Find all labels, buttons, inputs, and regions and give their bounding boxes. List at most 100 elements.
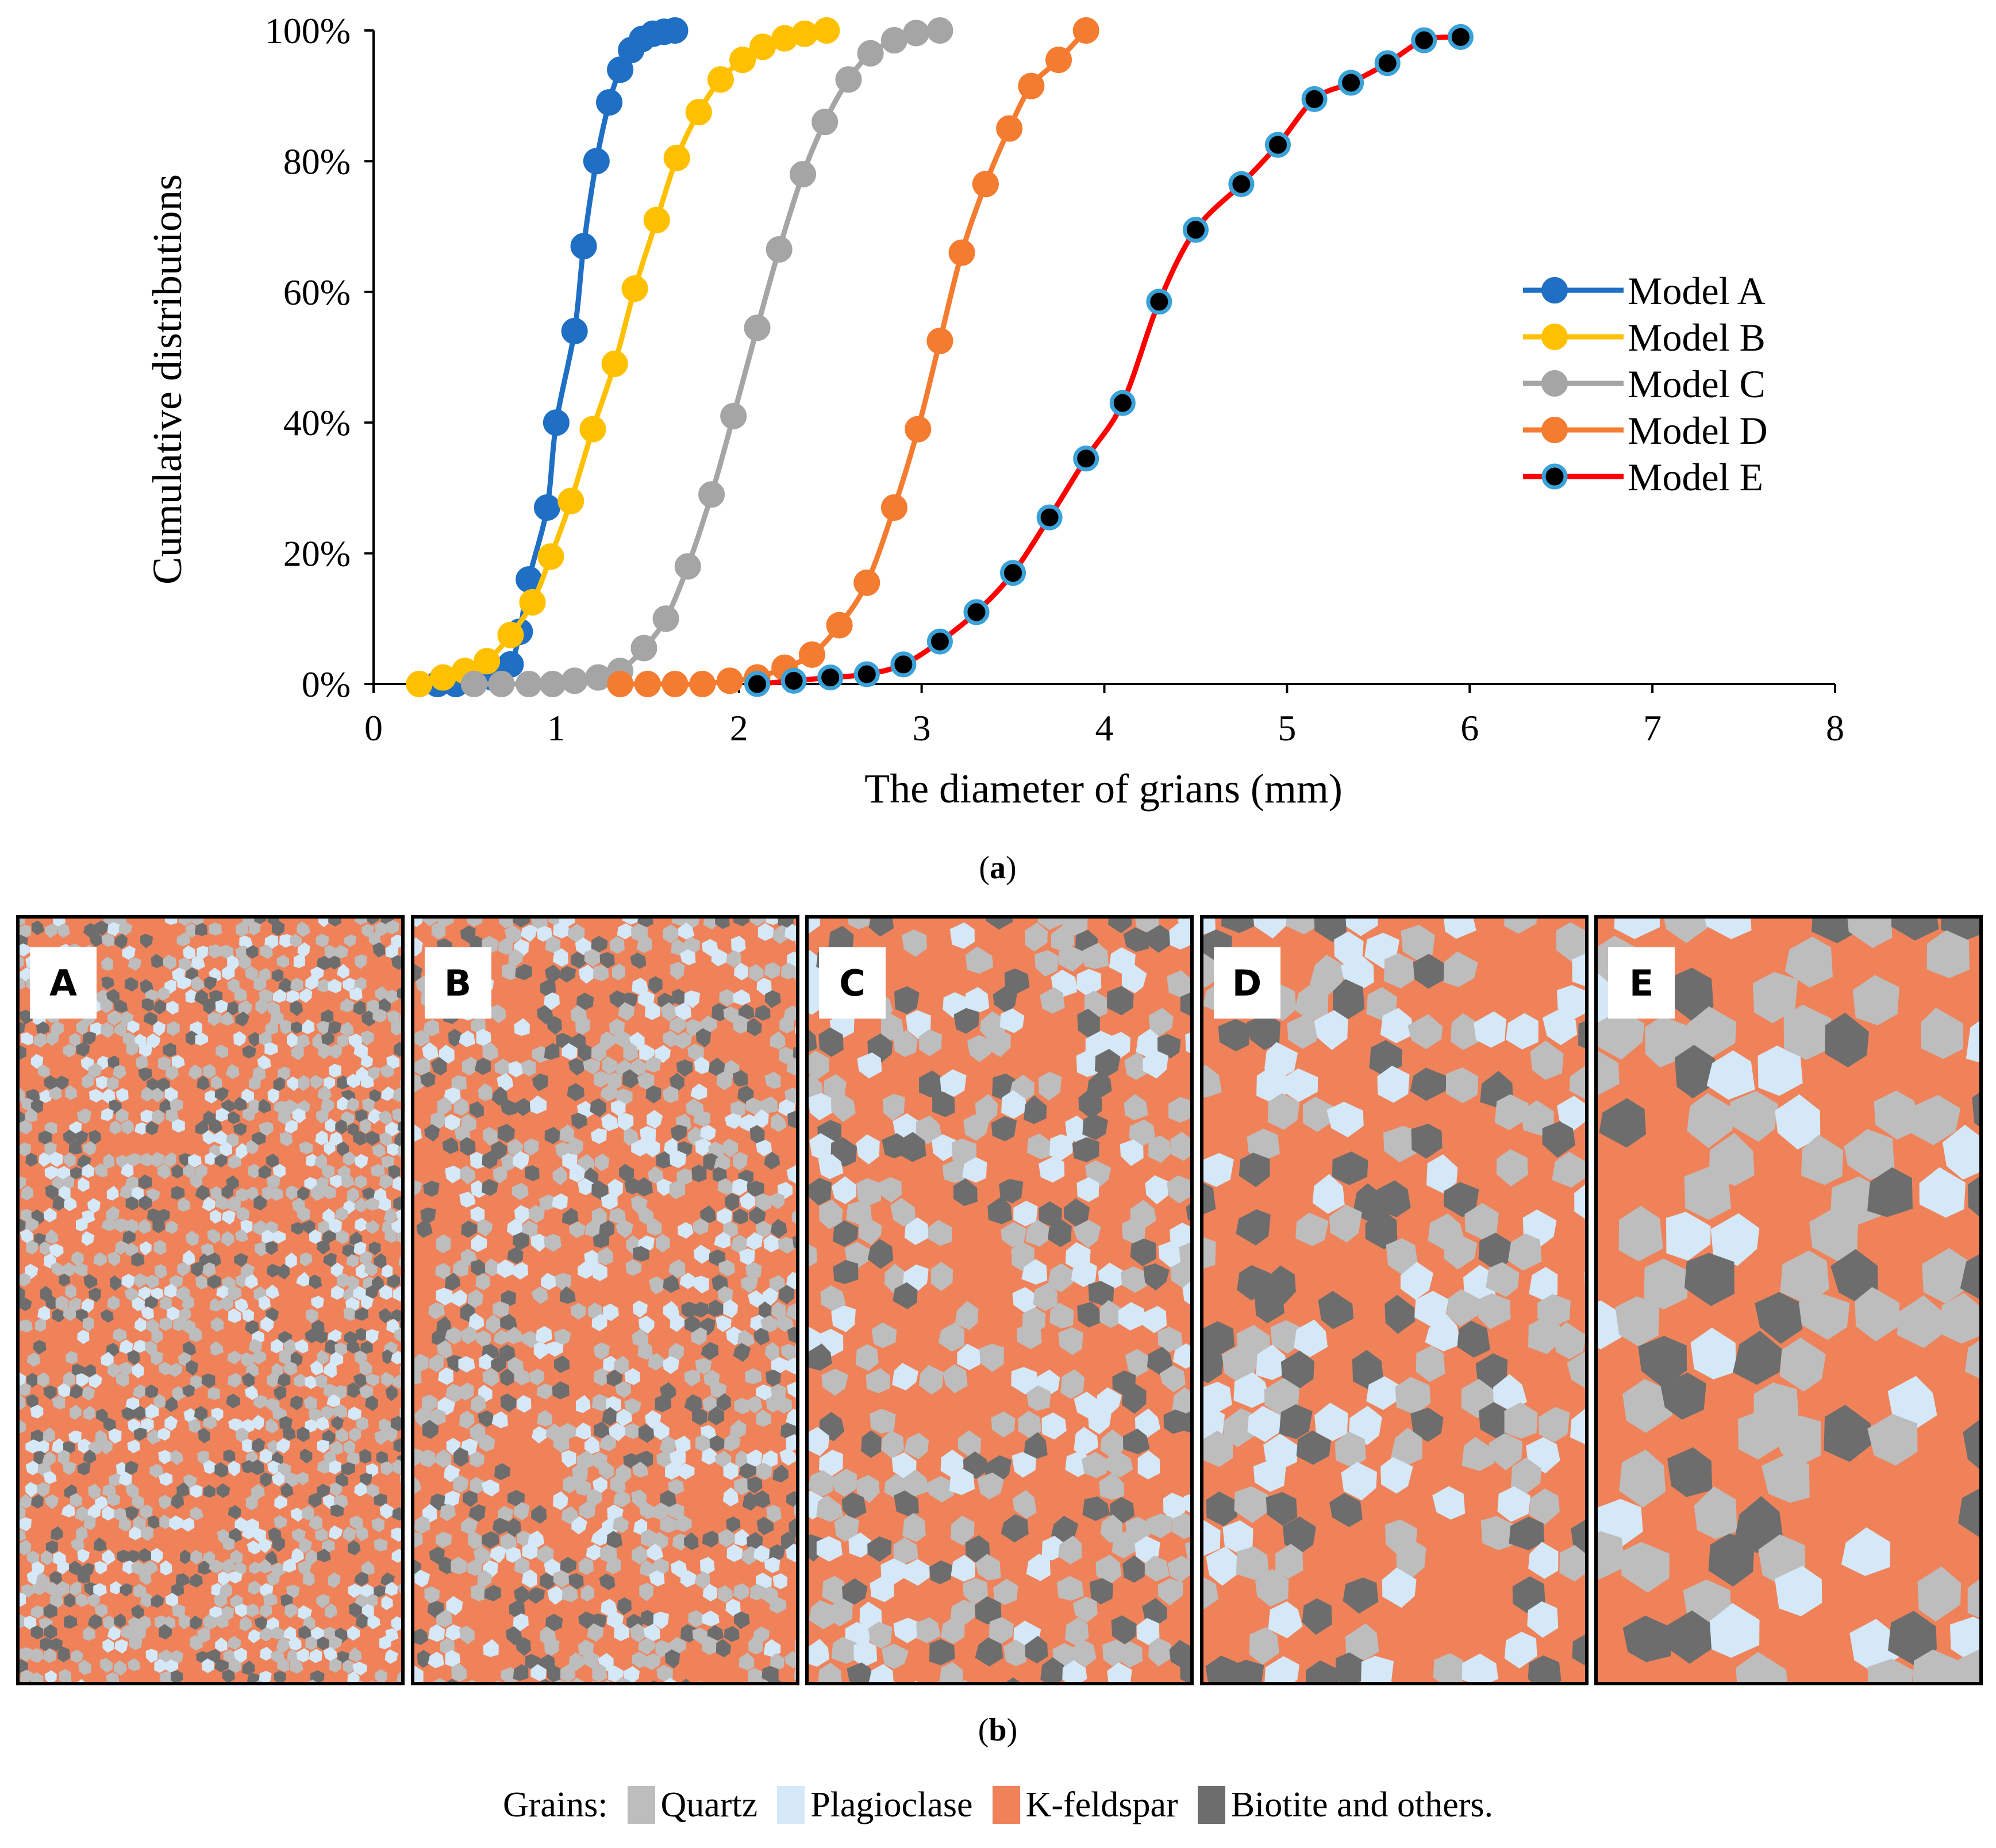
grain	[227, 1636, 241, 1650]
grain	[369, 1089, 381, 1102]
grain	[866, 1368, 890, 1393]
grain	[308, 1679, 317, 1682]
grain	[430, 1057, 447, 1076]
grain	[568, 1058, 584, 1076]
grain	[1433, 1653, 1463, 1682]
grain	[168, 1363, 183, 1377]
grain	[586, 1544, 602, 1561]
grain	[393, 1374, 401, 1389]
grain	[1107, 986, 1134, 1016]
grain	[593, 1368, 609, 1386]
grain	[1757, 1046, 1803, 1096]
x-tick-label: 8	[1826, 708, 1844, 748]
grain	[387, 1010, 400, 1024]
grain	[305, 1419, 317, 1433]
grain	[639, 1582, 653, 1601]
x-tick-label: 2	[730, 708, 748, 748]
grain	[856, 1474, 880, 1503]
grain	[1443, 951, 1478, 988]
grain	[367, 1066, 380, 1081]
grain	[975, 1596, 1002, 1625]
grain	[521, 1542, 540, 1560]
grain	[536, 925, 552, 942]
grain	[328, 919, 342, 927]
grain	[44, 1121, 57, 1135]
grain	[928, 1220, 952, 1246]
grain	[648, 1166, 664, 1184]
grain	[395, 1209, 401, 1221]
grain	[1099, 1300, 1123, 1328]
grain	[152, 1109, 165, 1124]
grain	[660, 1490, 676, 1508]
grain	[1779, 1338, 1826, 1392]
grain	[795, 939, 796, 948]
grain	[359, 1473, 372, 1486]
grain	[414, 1368, 421, 1385]
grain	[716, 1639, 731, 1658]
grain	[779, 1448, 796, 1466]
data-point-model-e	[853, 661, 880, 687]
grain	[393, 1196, 401, 1211]
grain	[591, 1314, 607, 1331]
legend-marker	[1541, 324, 1568, 350]
grain	[880, 1013, 904, 1042]
grain	[1485, 1262, 1519, 1297]
grain	[393, 1438, 401, 1453]
grain	[648, 1570, 664, 1586]
grain	[81, 1163, 95, 1178]
grain	[763, 1234, 780, 1253]
grain	[58, 1186, 71, 1200]
grain	[505, 1547, 521, 1563]
grain	[317, 1484, 330, 1498]
grain	[75, 1526, 88, 1541]
data-point-model-c	[812, 109, 839, 136]
grain	[1148, 1638, 1173, 1667]
model-panel-d: D	[1199, 915, 1589, 1685]
grain	[26, 1394, 39, 1408]
grain	[513, 1368, 530, 1385]
grain	[1082, 1496, 1110, 1522]
grain	[1583, 1271, 1585, 1288]
grain	[746, 1181, 764, 1197]
grain	[1897, 1295, 1944, 1348]
grain	[159, 1317, 172, 1331]
grain	[76, 1217, 88, 1232]
legend-marker	[1541, 277, 1568, 303]
grain	[379, 1285, 393, 1300]
grain	[121, 1274, 135, 1289]
grain	[125, 1550, 140, 1563]
grain	[242, 1309, 254, 1322]
grain	[435, 1531, 452, 1549]
grain	[1233, 1372, 1270, 1408]
grain	[584, 1436, 599, 1454]
grain	[718, 1259, 735, 1277]
grain	[399, 1366, 401, 1374]
grain	[266, 1263, 280, 1278]
grain	[385, 1121, 399, 1136]
grain	[786, 1434, 796, 1451]
grain	[251, 1484, 265, 1500]
grain	[512, 1262, 528, 1280]
grain	[1236, 1546, 1269, 1581]
data-point-model-b	[429, 664, 456, 691]
grain	[1041, 1412, 1067, 1440]
grain	[159, 1624, 172, 1640]
grain	[459, 1410, 475, 1429]
grain	[965, 1535, 990, 1563]
grain	[264, 1042, 278, 1055]
grain	[179, 1549, 191, 1565]
grain	[121, 1407, 135, 1420]
grain	[40, 1241, 52, 1256]
grain	[539, 1573, 555, 1590]
grain	[647, 1543, 663, 1561]
grain	[1120, 1641, 1143, 1668]
grain	[1413, 954, 1448, 989]
grain	[964, 987, 990, 1015]
grain	[387, 1274, 401, 1288]
grain	[707, 1406, 724, 1426]
grain	[374, 1493, 387, 1507]
grain	[605, 1555, 621, 1574]
grain	[733, 1343, 751, 1362]
grain	[1621, 1542, 1670, 1593]
grain	[1040, 987, 1065, 1014]
